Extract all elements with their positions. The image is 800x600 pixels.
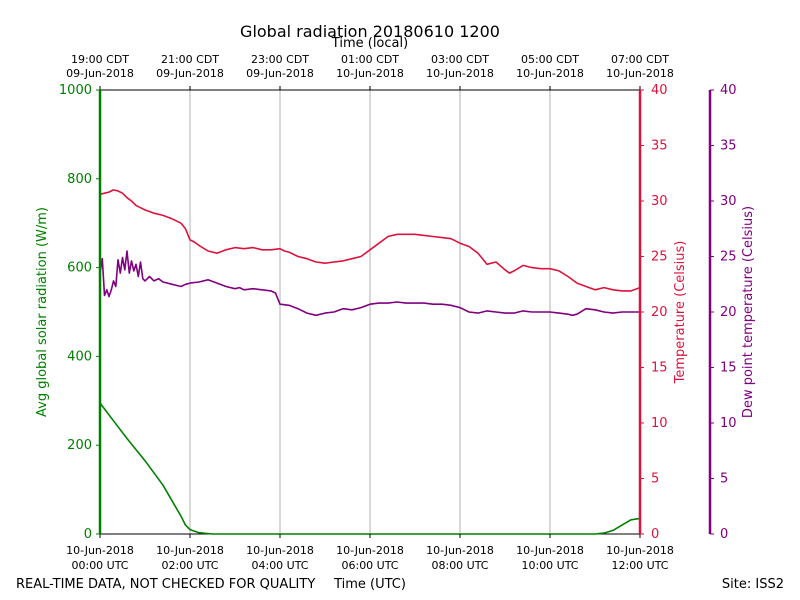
top-tick-label-date: 10-Jun-2018 [426,67,494,80]
top-tick-label-time: 01:00 CDT [341,53,399,66]
x-tick-label-date: 10-Jun-2018 [156,544,224,557]
top-tick-label-time: 23:00 CDT [251,53,309,66]
x-tick-label-date: 10-Jun-2018 [246,544,314,557]
axis-ticks: 10-Jun-2018 00:00 UTC 10-Jun-2018 02:00 UTC… [59,53,737,572]
x-tick-label-date: 10-Jun-2018 [66,544,134,557]
left-tick-label: 1000 [59,83,92,98]
dewpoint-line [99,250,640,317]
x-tick-label-date: 10-Jun-2018 [426,544,494,557]
left-tick-label: 200 [67,438,92,453]
dewpoint-tick-label: 10 [720,416,737,431]
left-tick-label: 400 [67,349,92,364]
top-axis-label: Time (local) [331,36,408,51]
x-tick-label-utc: 00:00 UTC [71,559,128,572]
top-tick-label-date: 10-Jun-2018 [606,67,674,80]
dewpoint-tick-label: 15 [720,361,737,376]
x-tick-label-utc: 02:00 UTC [161,559,218,572]
dewpoint-tick-label: 25 [720,250,737,265]
top-tick-label-date: 09-Jun-2018 [66,67,134,80]
dewpoint-tick-label: 20 [720,305,737,320]
dewpoint-tick-label: 5 [720,472,728,487]
top-tick-label-date: 10-Jun-2018 [516,67,584,80]
dewpoint-tick-label: 30 [720,194,737,209]
top-tick-label-date: 10-Jun-2018 [336,67,404,80]
temperature-tick-label: 20 [651,305,668,320]
temperature-tick-label: 15 [651,361,668,376]
x-tick-label-date: 10-Jun-2018 [606,544,674,557]
temperature-tick-label: 25 [651,250,668,265]
top-tick-label-time: 05:00 CDT [521,53,579,66]
top-tick-label-time: 19:00 CDT [71,53,129,66]
top-tick-label-time: 21:00 CDT [161,53,219,66]
series-layer [99,189,641,535]
top-tick-label-time: 03:00 CDT [431,53,489,66]
top-tick-label-time: 07:00 CDT [611,53,669,66]
temperature-tick-label: 35 [651,139,668,154]
left-tick-label: 800 [67,172,92,187]
temperature-tick-label: 30 [651,194,668,209]
quality-disclaimer: REAL-TIME DATA, NOT CHECKED FOR QUALITY [16,577,315,592]
site-label: Site: ISS2 [722,577,784,592]
dewpoint-axis-label: Dew point temperature (Celsius) [741,206,756,418]
x-axis-label: Time (UTC) [333,577,406,592]
x-tick-label-utc: 10:00 UTC [521,559,578,572]
top-tick-label-date: 09-Jun-2018 [156,67,224,80]
x-tick-label-utc: 08:00 UTC [431,559,488,572]
dewpoint-tick-label: 0 [720,527,728,542]
left-tick-label: 0 [84,527,92,542]
top-tick-label-date: 09-Jun-2018 [246,67,314,80]
temperature-line [99,189,641,292]
dewpoint-tick-label: 40 [720,83,737,98]
x-tick-label-date: 10-Jun-2018 [336,544,404,557]
temperature-axis-label: Temperature (Celsius) [673,241,688,385]
chart-title: Global radiation 20180610 1200 [240,22,500,41]
temperature-tick-label: 0 [651,527,659,542]
temperature-tick-label: 10 [651,416,668,431]
x-tick-label-utc: 06:00 UTC [341,559,398,572]
temperature-tick-label: 40 [651,83,668,98]
x-tick-label-utc: 12:00 UTC [611,559,668,572]
temperature-tick-label: 5 [651,472,659,487]
x-tick-label-date: 10-Jun-2018 [516,544,584,557]
dewpoint-tick-label: 35 [720,139,737,154]
x-tick-label-utc: 04:00 UTC [251,559,308,572]
solar-radiation-line [99,402,641,535]
left-axis-label: Avg global solar radiation (W/m) [35,207,50,417]
left-tick-label: 600 [67,261,92,276]
